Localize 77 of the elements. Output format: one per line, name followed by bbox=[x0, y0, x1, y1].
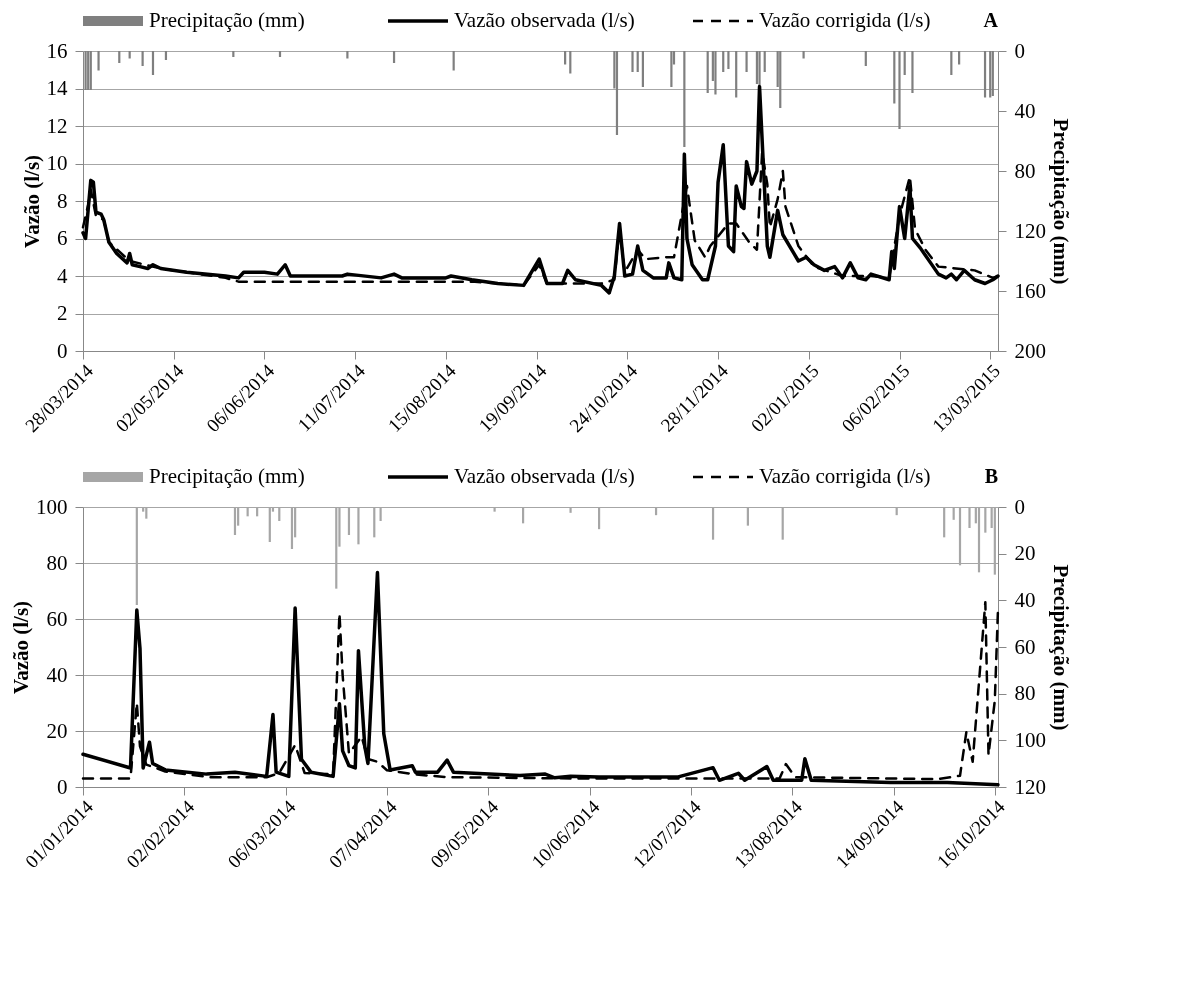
bar bbox=[903, 51, 906, 75]
legend-label: Vazão corrigida (l/s) bbox=[759, 8, 931, 32]
bar bbox=[950, 51, 953, 75]
y2-tick-label: 40 bbox=[1014, 98, 1036, 123]
bar bbox=[641, 51, 644, 87]
bar bbox=[779, 51, 782, 108]
y2-axis-title: Precipitação (mm) bbox=[1049, 564, 1073, 731]
y2-tick-label: 200 bbox=[1014, 338, 1046, 363]
y-tick-label: 40 bbox=[46, 662, 68, 687]
bar bbox=[346, 51, 349, 59]
bar bbox=[164, 51, 168, 60]
bar bbox=[706, 51, 709, 93]
bar bbox=[727, 51, 730, 69]
bar bbox=[636, 51, 639, 72]
bar bbox=[118, 51, 121, 63]
bar bbox=[983, 51, 987, 98]
bar bbox=[631, 51, 634, 72]
y2-tick-label: 0 bbox=[1014, 494, 1025, 519]
y2-axis-title: Precipitação (mm) bbox=[1049, 118, 1073, 285]
y-tick-label: 20 bbox=[46, 718, 68, 743]
legend-label: Vazão observada (l/s) bbox=[454, 464, 635, 488]
bar bbox=[452, 51, 455, 71]
y-tick-label: 4 bbox=[57, 263, 68, 288]
bar bbox=[714, 51, 717, 95]
y-tick-label: 14 bbox=[46, 76, 68, 100]
bar bbox=[755, 51, 759, 84]
bar bbox=[569, 51, 572, 74]
bar bbox=[278, 51, 282, 57]
y2-tick-label: 80 bbox=[1014, 158, 1036, 183]
bar bbox=[683, 51, 686, 147]
bar bbox=[128, 51, 131, 59]
legend-label: Precipitação (mm) bbox=[149, 464, 305, 488]
y2-tick-label: 20 bbox=[1014, 541, 1036, 566]
y-tick-label: 0 bbox=[57, 774, 68, 799]
bar bbox=[232, 51, 235, 57]
y-tick-label: 10 bbox=[46, 151, 68, 175]
y2-tick-label: 120 bbox=[1014, 218, 1046, 243]
bar bbox=[802, 51, 805, 59]
y2-tick-label: 0 bbox=[1014, 38, 1025, 63]
y-tick-label: 60 bbox=[46, 606, 68, 631]
bar bbox=[670, 51, 673, 87]
bar bbox=[893, 51, 896, 104]
y2-tick-label: 80 bbox=[1014, 681, 1036, 706]
y2-tick-label: 60 bbox=[1014, 634, 1036, 659]
bar bbox=[564, 51, 567, 65]
y-tick-label: 0 bbox=[57, 338, 68, 363]
bar bbox=[141, 51, 144, 66]
y-tick-label: 80 bbox=[46, 550, 68, 575]
y2-tick-label: 160 bbox=[1014, 278, 1046, 303]
bar bbox=[392, 51, 396, 63]
chart-title: A bbox=[983, 9, 999, 31]
y-tick-label: 12 bbox=[46, 113, 68, 138]
bar bbox=[911, 51, 914, 93]
y-tick-label: 16 bbox=[46, 38, 68, 63]
bar bbox=[898, 51, 901, 129]
y-axis-title: Vazão (l/s) bbox=[9, 600, 33, 695]
bar bbox=[763, 51, 766, 72]
chart-title: B bbox=[984, 465, 998, 487]
y-tick-label: 6 bbox=[57, 226, 68, 250]
bar bbox=[735, 51, 738, 98]
legend-label: Vazão observada (l/s) bbox=[454, 8, 635, 32]
bar bbox=[958, 51, 961, 65]
legend-label: Precipitação (mm) bbox=[149, 8, 305, 32]
y-tick-label: 100 bbox=[36, 494, 68, 519]
y-tick-label: 8 bbox=[57, 188, 68, 213]
bar bbox=[864, 51, 867, 66]
bar bbox=[615, 51, 619, 135]
y-tick-label: 2 bbox=[57, 301, 68, 325]
bar bbox=[745, 51, 748, 72]
bar bbox=[97, 51, 100, 71]
y-axis-title: Vazão (l/s) bbox=[19, 154, 44, 249]
y2-tick-label: 120 bbox=[1014, 774, 1046, 799]
bar bbox=[722, 51, 725, 72]
y2-tick-label: 100 bbox=[1014, 727, 1046, 752]
bar bbox=[151, 51, 155, 75]
y2-tick-label: 40 bbox=[1014, 587, 1036, 612]
legend-label: Vazão corrigida (l/s) bbox=[759, 464, 931, 488]
